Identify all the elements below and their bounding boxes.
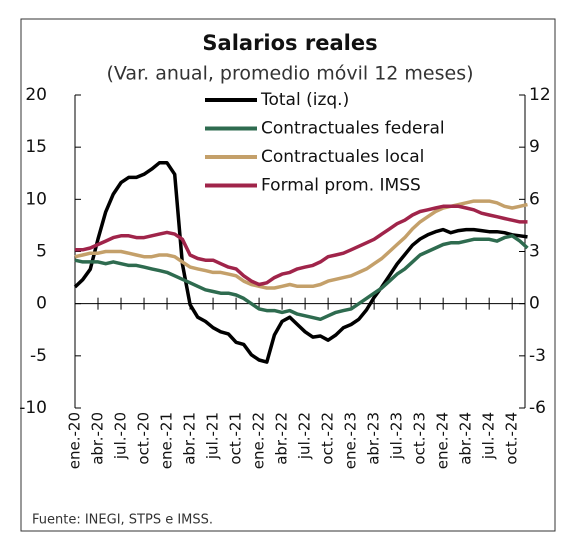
x-tick-label: jul.-21 bbox=[204, 412, 222, 460]
x-tick-label: abr.-24 bbox=[457, 412, 475, 465]
line-series bbox=[74, 234, 529, 322]
y-tick-label: -10 bbox=[19, 398, 47, 418]
chart-title: Salarios reales bbox=[202, 31, 377, 55]
y-tick-label: 5 bbox=[36, 242, 47, 262]
x-tick-label: oct.-23 bbox=[411, 412, 429, 465]
footnote: Fuente: INEGI, STPS e IMSS. bbox=[32, 513, 213, 528]
x-tick-label: oct.-20 bbox=[135, 412, 153, 465]
y2-tick-label: 0 bbox=[529, 294, 540, 314]
line-series bbox=[73, 161, 528, 364]
y2-tick-label: -3 bbox=[529, 346, 546, 366]
frame bbox=[20, 18, 556, 532]
line-series bbox=[75, 204, 528, 287]
y-tick-label: -5 bbox=[30, 346, 47, 366]
y-tick-label: 0 bbox=[36, 294, 47, 314]
chart-subtitle: (Var. anual, promedio móvil 12 meses) bbox=[106, 63, 473, 85]
x-tick-label: ene.-23 bbox=[342, 412, 360, 469]
x-tick-label: jul.-23 bbox=[388, 412, 406, 460]
legend-label: Formal prom. IMSS bbox=[261, 176, 421, 196]
x-tick-label: jul.-20 bbox=[112, 412, 130, 460]
x-tick-label: ene.-22 bbox=[250, 412, 268, 469]
legend-label: Contractuales federal bbox=[261, 119, 445, 139]
x-tick-label: abr.-21 bbox=[181, 412, 199, 465]
y2-tick-label: 12 bbox=[529, 85, 551, 105]
y-tick-label: 20 bbox=[25, 85, 47, 105]
y-tick-label: 10 bbox=[25, 189, 47, 209]
x-tick-label: oct.-21 bbox=[227, 412, 245, 465]
y2-tick-label: 9 bbox=[529, 137, 540, 157]
x-tick-label: ene.-20 bbox=[66, 412, 84, 469]
x-tick-label: ene.-21 bbox=[158, 412, 176, 469]
x-tick-label: jul.-24 bbox=[480, 412, 498, 460]
x-tick-label: oct.-24 bbox=[503, 412, 521, 465]
legend-label: Total (izq.) bbox=[260, 90, 349, 110]
x-tick-label: abr.-20 bbox=[89, 412, 107, 465]
line-series bbox=[74, 199, 528, 290]
legend-label: Contractuales local bbox=[261, 147, 424, 167]
y2-tick-label: 3 bbox=[529, 242, 540, 262]
x-tick-label: ene.-24 bbox=[434, 412, 452, 469]
y2-tick-label: -6 bbox=[529, 398, 546, 418]
x-tick-label: jul.-22 bbox=[296, 412, 314, 460]
y2-tick-label: 6 bbox=[529, 189, 540, 209]
x-tick-label: abr.-23 bbox=[365, 412, 383, 465]
x-tick-label: oct.-22 bbox=[319, 412, 337, 465]
y-tick-label: 15 bbox=[25, 137, 47, 157]
x-tick-label: abr.-22 bbox=[273, 412, 291, 465]
